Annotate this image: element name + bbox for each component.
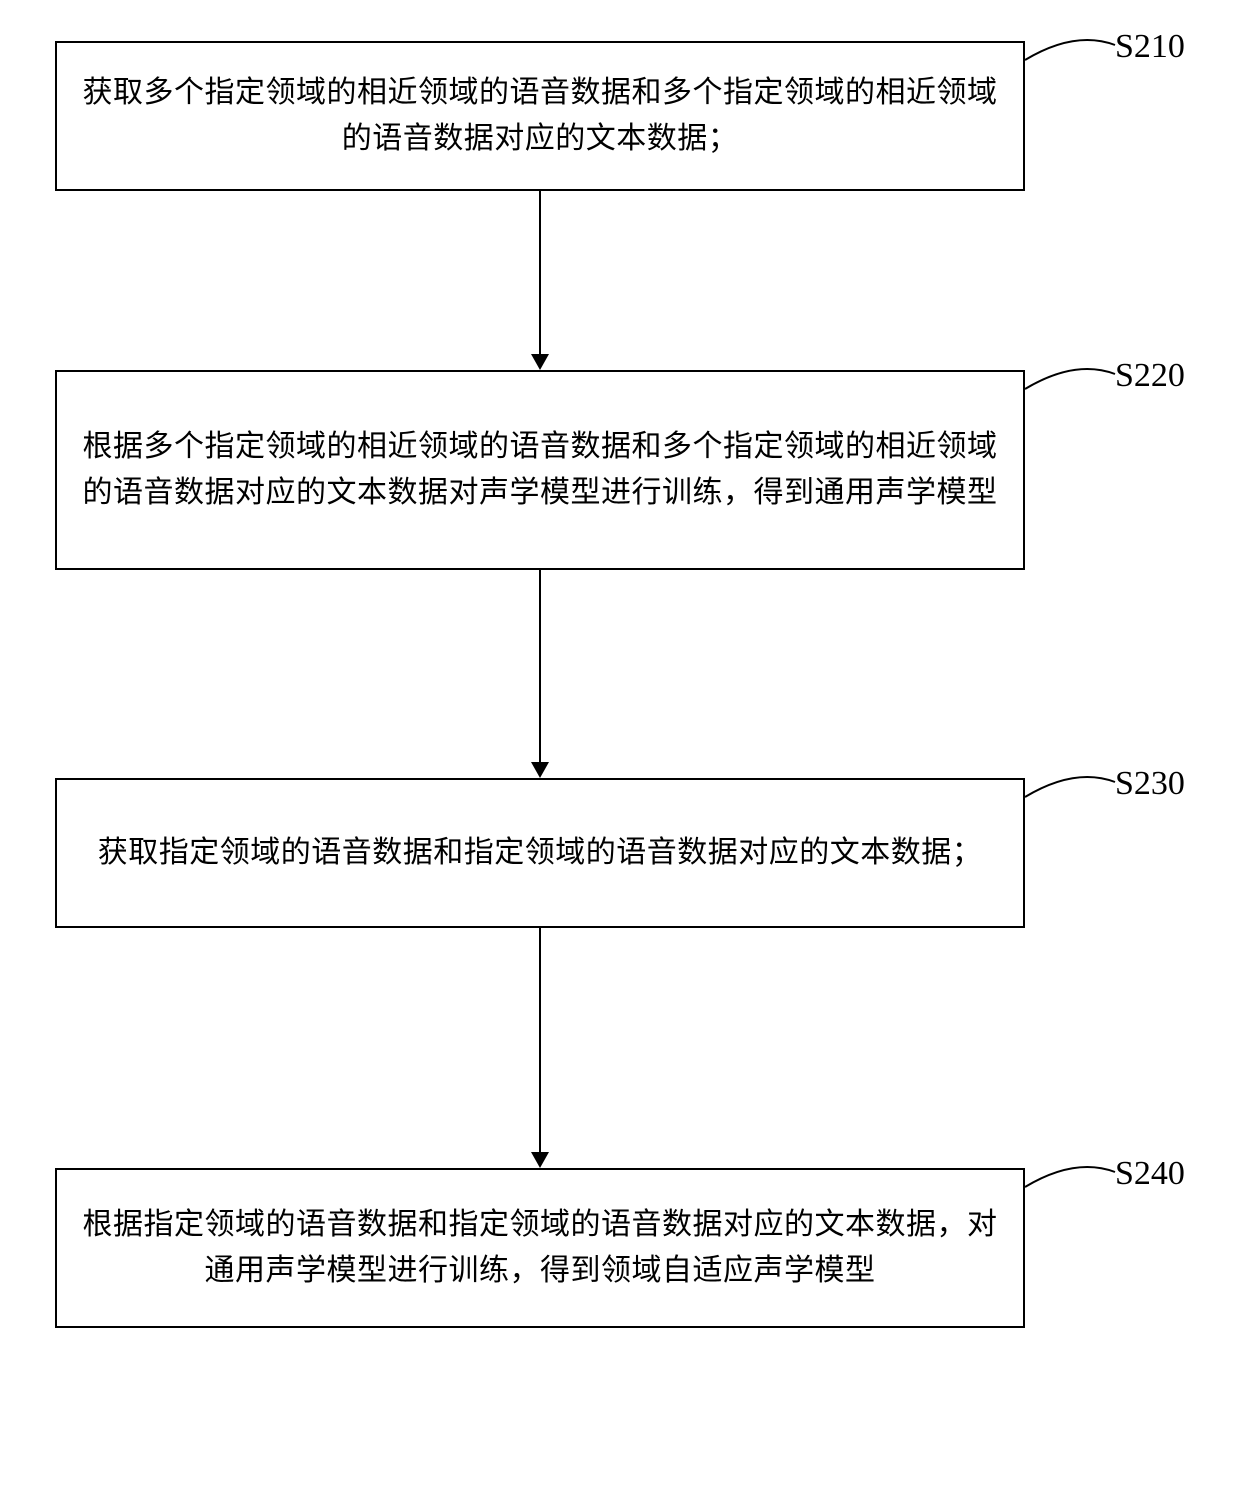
callout-s240 [0,0,1240,1493]
step-label-s240: S240 [1115,1155,1185,1193]
flowchart-canvas: 获取多个指定领域的相近领域的语音数据和多个指定领域的相近领域的语音数据对应的文本… [0,0,1240,1493]
